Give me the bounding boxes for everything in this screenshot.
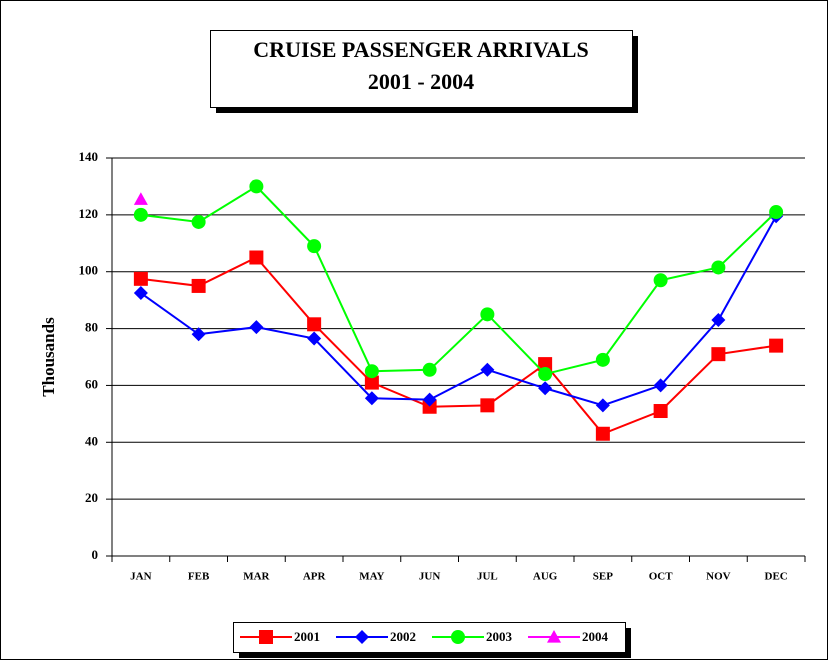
marker (595, 398, 610, 413)
marker (480, 307, 495, 322)
marker (422, 392, 437, 407)
marker (480, 362, 495, 377)
marker (133, 207, 148, 222)
x-tick-label: AUG (533, 571, 558, 583)
series-line (140, 185, 777, 376)
x-tick-label: JUL (477, 571, 498, 583)
marker (191, 214, 206, 229)
legend-label: 2003 (486, 629, 513, 644)
marker (480, 398, 495, 413)
series-line (140, 215, 777, 407)
marker (307, 331, 322, 346)
marker (307, 239, 322, 254)
marker (653, 404, 668, 419)
legend-marker (451, 630, 465, 644)
legend-marker (259, 630, 273, 644)
marker (769, 205, 784, 220)
title-box (210, 30, 633, 108)
marker (364, 375, 379, 390)
marker (307, 317, 322, 332)
marker (538, 381, 553, 396)
legend-label: 2004 (582, 629, 609, 644)
marker (191, 327, 206, 342)
marker (364, 391, 379, 406)
marker (249, 320, 264, 335)
legend-box (233, 622, 626, 653)
y-tick-label: 120 (79, 206, 99, 221)
chart-subtitle: 2001 - 2004 (368, 69, 474, 94)
x-tick-label: JUN (419, 571, 440, 583)
x-tick-label: JAN (130, 571, 151, 583)
marker (133, 286, 148, 301)
legend-marker (355, 630, 369, 644)
x-tick-label: SEP (593, 571, 613, 583)
series-line (140, 256, 777, 435)
marker (595, 426, 610, 441)
x-tick-label: MAR (243, 571, 270, 583)
marker (538, 367, 553, 382)
x-tick-label: NOV (706, 571, 731, 583)
marker (249, 250, 264, 265)
x-tick-label: MAY (359, 571, 384, 583)
legend-label: 2002 (390, 629, 416, 644)
marker (711, 260, 726, 275)
legend-marker (547, 630, 561, 643)
x-tick-label: APR (303, 571, 327, 583)
legend-label: 2001 (294, 629, 320, 644)
marker (422, 399, 437, 414)
y-axis-label: Thousands (39, 317, 58, 397)
marker (769, 338, 784, 353)
y-tick-label: 20 (85, 490, 98, 505)
y-tick-label: 60 (85, 376, 98, 391)
marker (133, 192, 148, 205)
y-tick-label: 40 (85, 433, 98, 448)
marker (133, 271, 148, 286)
marker (595, 352, 610, 367)
x-tick-label: OCT (649, 571, 674, 583)
marker (653, 273, 668, 288)
y-tick-label: 0 (92, 547, 99, 562)
y-tick-label: 80 (85, 320, 98, 335)
x-tick-label: DEC (765, 571, 788, 583)
y-tick-label: 100 (79, 263, 99, 278)
marker (538, 357, 553, 372)
marker (364, 364, 379, 379)
chart-title: CRUISE PASSENGER ARRIVALS (253, 37, 588, 62)
marker (422, 362, 437, 377)
marker (249, 179, 264, 194)
x-tick-label: FEB (188, 571, 210, 583)
y-tick-label: 140 (79, 149, 99, 164)
marker (711, 313, 726, 328)
marker (653, 378, 668, 393)
marker (711, 347, 726, 362)
marker (191, 278, 206, 293)
